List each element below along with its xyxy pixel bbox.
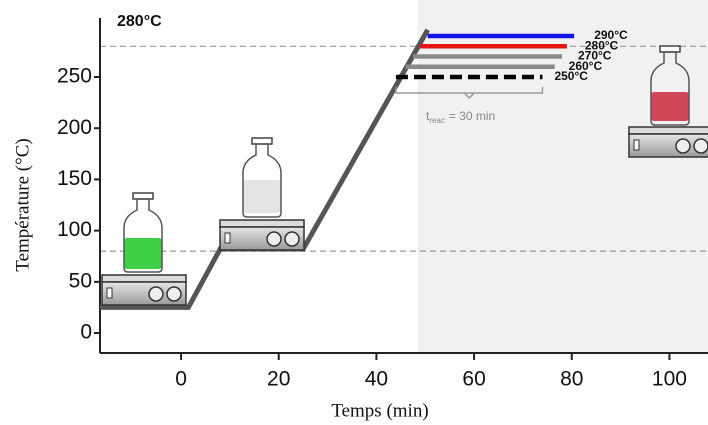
x-tick-label: 40 <box>365 368 388 391</box>
shaded-region <box>417 0 708 353</box>
x-axis-label: Temps (min) <box>331 400 428 421</box>
x-tick-label: 0 <box>175 368 187 391</box>
vessel-left <box>102 193 186 305</box>
bracket-label-part: t <box>426 109 430 123</box>
series-label: 280°C <box>585 38 619 52</box>
bracket <box>395 87 544 100</box>
vessel-middle <box>220 138 304 250</box>
bracket-label: treac = 30 min <box>426 109 495 125</box>
y-axis-label: Température (°C) <box>12 138 33 271</box>
vessel-right <box>629 46 708 157</box>
y-tick-label: 50 <box>69 269 92 292</box>
series-label: 250°C <box>554 69 588 83</box>
bracket-label-part: reac <box>429 116 445 125</box>
x-tick-label: 60 <box>462 368 485 391</box>
series-label: 290°C <box>594 28 628 42</box>
y-tick-label: 200 <box>57 116 92 139</box>
y-tick-label: 0 <box>80 321 92 344</box>
x-tick-label: 80 <box>560 368 583 391</box>
y-tick-label: 150 <box>57 167 92 190</box>
y-tick-label: 250 <box>57 65 92 88</box>
x-tick-label: 100 <box>652 368 687 391</box>
series-label: 270°C <box>578 49 612 63</box>
bracket-label-part: = 30 min <box>449 109 495 123</box>
x-tick-label: 20 <box>267 368 290 391</box>
series-label: 260°C <box>569 59 603 73</box>
annotation: 280°C <box>117 13 162 30</box>
y-tick-label: 100 <box>57 218 92 241</box>
